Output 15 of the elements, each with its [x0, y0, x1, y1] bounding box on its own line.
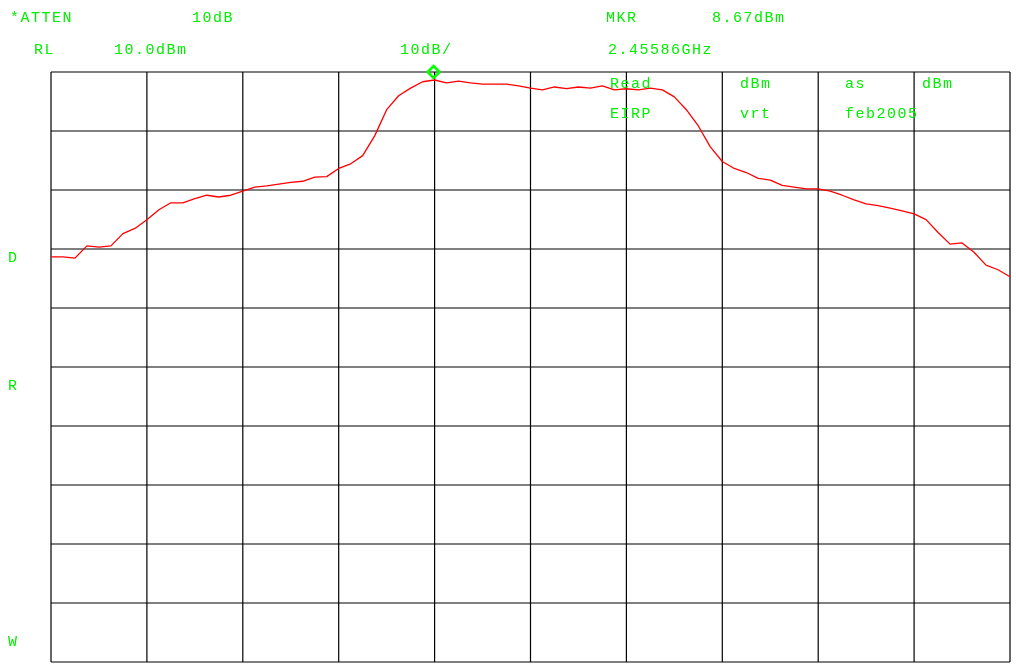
text: *ATTEN — [10, 10, 74, 27]
annotation: as — [845, 76, 867, 93]
text: MKR — [606, 10, 638, 27]
annotation: vrt — [740, 106, 772, 123]
text: D — [8, 250, 19, 267]
text: 10dB/ — [400, 42, 453, 59]
text: 10.0dBm — [114, 42, 188, 59]
text: RL — [34, 42, 56, 59]
text: 8.67dBm — [712, 10, 786, 27]
text: 10dB — [192, 10, 235, 27]
text: R — [8, 378, 19, 395]
text: 2.45586GHz — [608, 42, 714, 59]
annotation: dBm — [922, 76, 954, 93]
annotation: dBm — [740, 76, 772, 93]
text: W — [8, 634, 19, 651]
